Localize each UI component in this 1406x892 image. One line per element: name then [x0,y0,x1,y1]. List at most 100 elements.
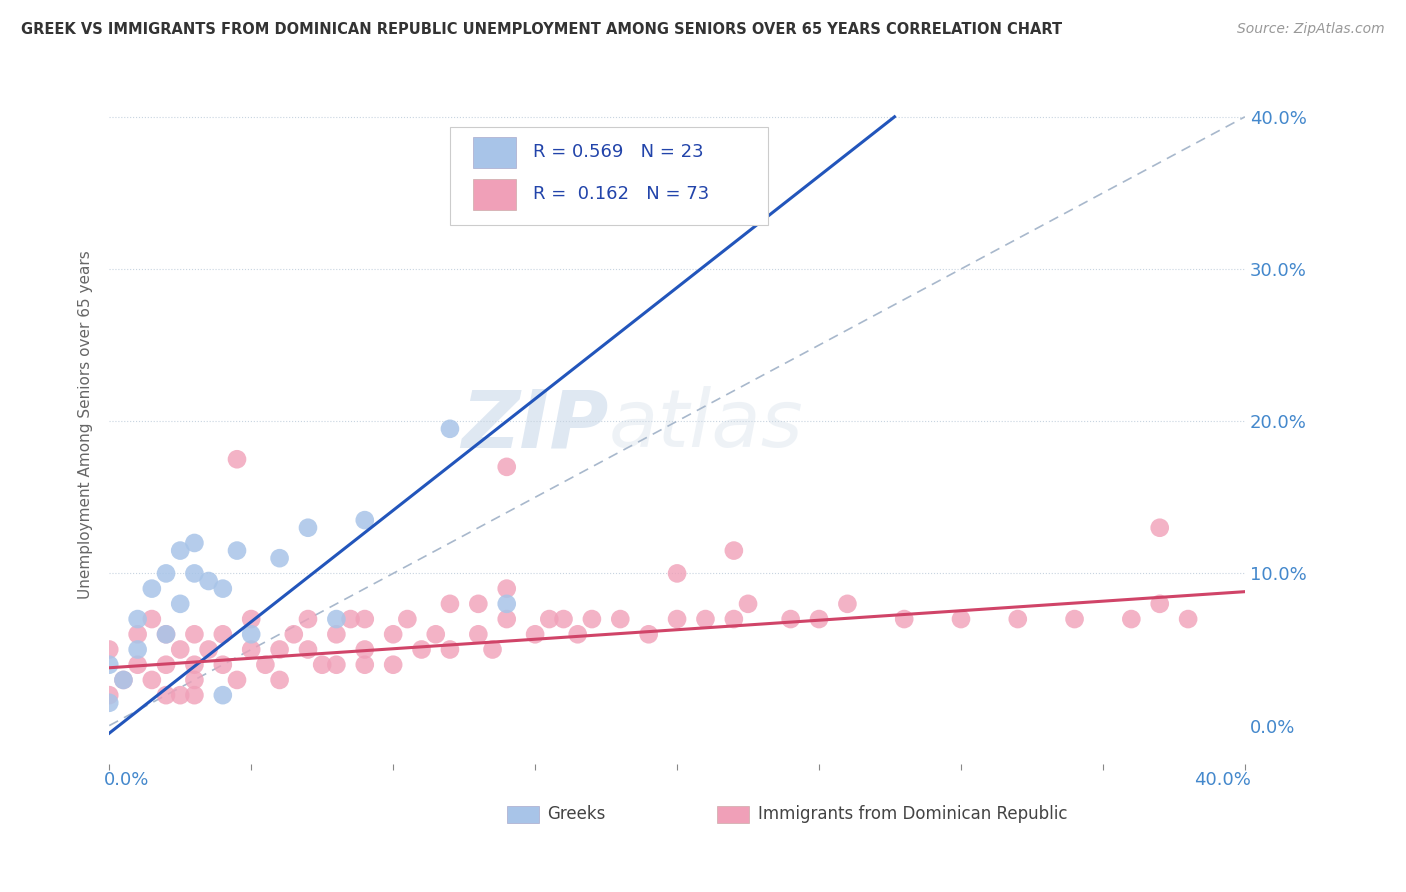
Point [155,627,177,641]
Point [325,612,347,626]
FancyBboxPatch shape [472,179,516,210]
Point [169,642,191,657]
Point [353,612,375,626]
Point [240,627,263,641]
Point [183,657,205,672]
Point [141,612,163,626]
Point [155,688,177,702]
Point [1063,612,1085,626]
Point [183,627,205,641]
Point [155,657,177,672]
Point [495,582,517,596]
Point [297,521,319,535]
Point [127,657,149,672]
Text: Immigrants from Dominican Republic: Immigrants from Dominican Republic [758,805,1067,822]
Point [183,566,205,581]
Point [467,627,489,641]
Point [98,696,121,710]
Text: 0.0%: 0.0% [104,772,149,789]
Point [666,612,689,626]
Point [439,422,461,436]
Point [411,642,433,657]
Text: atlas: atlas [609,386,804,464]
Text: R = 0.569   N = 23: R = 0.569 N = 23 [533,144,703,161]
Point [211,582,233,596]
Point [808,612,831,626]
Point [609,612,631,626]
Point [339,612,361,626]
Point [425,627,447,641]
Point [197,574,219,588]
Point [581,612,603,626]
Point [169,543,191,558]
Point [538,612,561,626]
Point [382,627,405,641]
Point [495,597,517,611]
Point [183,536,205,550]
Point [127,612,149,626]
Point [311,657,333,672]
Point [240,642,263,657]
Point [1149,521,1171,535]
Point [1177,612,1199,626]
FancyBboxPatch shape [506,805,538,822]
Point [283,627,305,641]
Y-axis label: Unemployment Among Seniors over 65 years: Unemployment Among Seniors over 65 years [79,251,93,599]
Point [1149,597,1171,611]
Point [325,627,347,641]
Point [893,612,915,626]
FancyBboxPatch shape [717,805,748,822]
Point [723,543,745,558]
Point [211,657,233,672]
Point [98,657,121,672]
Point [467,597,489,611]
Point [269,642,291,657]
Point [524,627,547,641]
Point [226,673,249,687]
Point [567,627,589,641]
Point [211,688,233,702]
Point [779,612,801,626]
Point [98,642,121,657]
Point [169,597,191,611]
Text: GREEK VS IMMIGRANTS FROM DOMINICAN REPUBLIC UNEMPLOYMENT AMONG SENIORS OVER 65 Y: GREEK VS IMMIGRANTS FROM DOMINICAN REPUB… [21,22,1062,37]
Point [737,597,759,611]
Point [353,513,375,527]
Point [495,459,517,474]
Point [1007,612,1029,626]
Point [353,642,375,657]
Point [481,642,503,657]
Point [141,673,163,687]
Point [197,642,219,657]
Point [949,612,972,626]
Text: Greeks: Greeks [547,805,606,822]
Point [297,612,319,626]
Point [637,627,659,641]
Point [325,657,347,672]
Point [695,612,717,626]
Text: Source: ZipAtlas.com: Source: ZipAtlas.com [1237,22,1385,37]
Point [553,612,575,626]
Point [439,597,461,611]
Point [353,657,375,672]
Text: ZIP: ZIP [461,386,609,464]
Point [439,642,461,657]
Point [269,551,291,566]
Point [98,688,121,702]
Point [211,627,233,641]
Point [297,642,319,657]
Point [155,566,177,581]
Point [269,673,291,687]
Point [127,642,149,657]
Point [183,673,205,687]
Point [382,657,405,672]
Point [396,612,419,626]
Point [837,597,859,611]
Point [226,543,249,558]
Point [1121,612,1143,626]
Point [226,452,249,467]
Point [254,657,277,672]
Point [723,612,745,626]
Point [112,673,135,687]
Point [141,582,163,596]
